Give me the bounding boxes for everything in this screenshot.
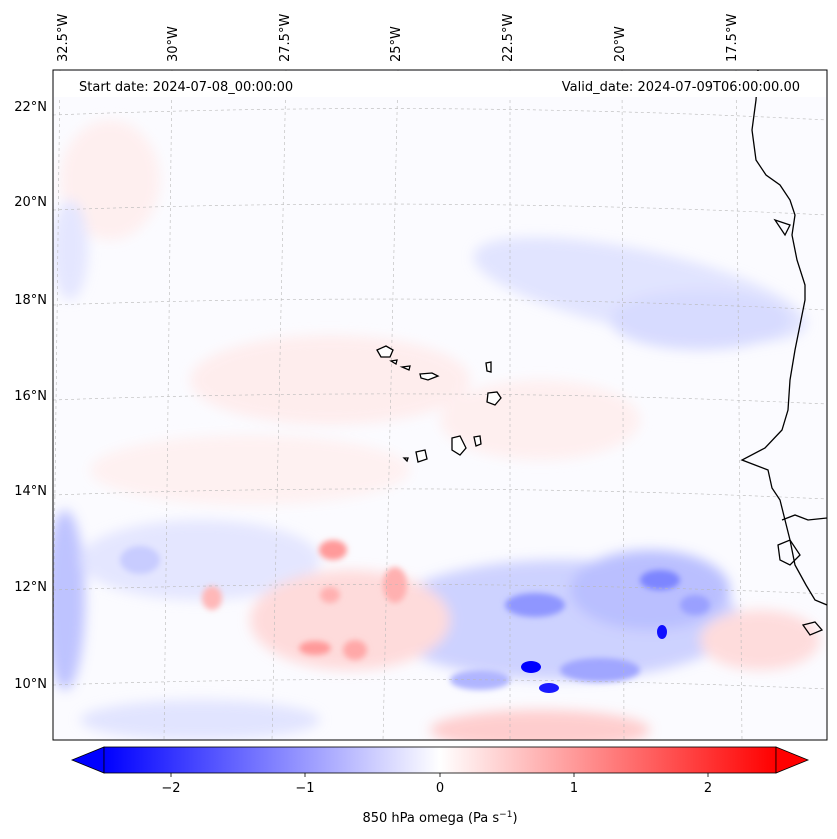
lon-label-20w: 20°W: [613, 26, 628, 62]
lat-label-12n: 12°N: [14, 580, 47, 595]
colorbar: −2 −1 0 1 2 850 hPa omega (Pa s−1): [70, 746, 810, 826]
lon-label-27-5w: 27.5°W: [278, 14, 293, 62]
header-band: [54, 71, 826, 97]
lat-label-14n: 14°N: [14, 484, 47, 499]
coastline: [740, 70, 827, 636]
valid-date-text: Valid_date: 2024-07-09T06:00:00.00: [562, 80, 800, 95]
colorbar-tick-2: 2: [704, 781, 712, 796]
lat-label-16n: 16°N: [14, 389, 47, 404]
longitude-labels: 32.5°W 30°W 27.5°W 25°W 22.5°W 20°W 17.5…: [56, 14, 740, 62]
lon-label-32-5w: 32.5°W: [56, 14, 71, 62]
graticule: [53, 70, 827, 740]
lon-label-25w: 25°W: [389, 26, 404, 62]
colorbar-min-extend: [70, 746, 105, 774]
map-frame: [52, 69, 828, 741]
lat-label-22n: 22°N: [14, 100, 47, 115]
cape-verde-islands: [376, 345, 502, 463]
colorbar-label: 850 hPa omega (Pa s−1): [362, 810, 517, 826]
lon-label-17-5w: 17.5°W: [725, 14, 740, 62]
lat-label-20n: 20°N: [14, 195, 47, 210]
latitude-labels: 22°N 20°N 18°N 16°N 14°N 12°N 10°N: [14, 100, 47, 692]
colorbar-tick-1: 1: [570, 781, 578, 796]
start-date-text: Start date: 2024-07-08_00:00:00: [79, 80, 293, 95]
lat-label-10n: 10°N: [14, 677, 47, 692]
lat-label-18n: 18°N: [14, 293, 47, 308]
colorbar-tick-neg1: −1: [295, 781, 314, 796]
omega-field: [53, 70, 827, 740]
colorbar-tick-0: 0: [436, 781, 444, 796]
lon-label-22-5w: 22.5°W: [501, 14, 516, 62]
colorbar-max-extend: [775, 746, 810, 774]
lon-label-30w: 30°W: [166, 26, 181, 62]
colorbar-gradient: [103, 746, 777, 774]
colorbar-tick-neg2: −2: [161, 781, 180, 796]
